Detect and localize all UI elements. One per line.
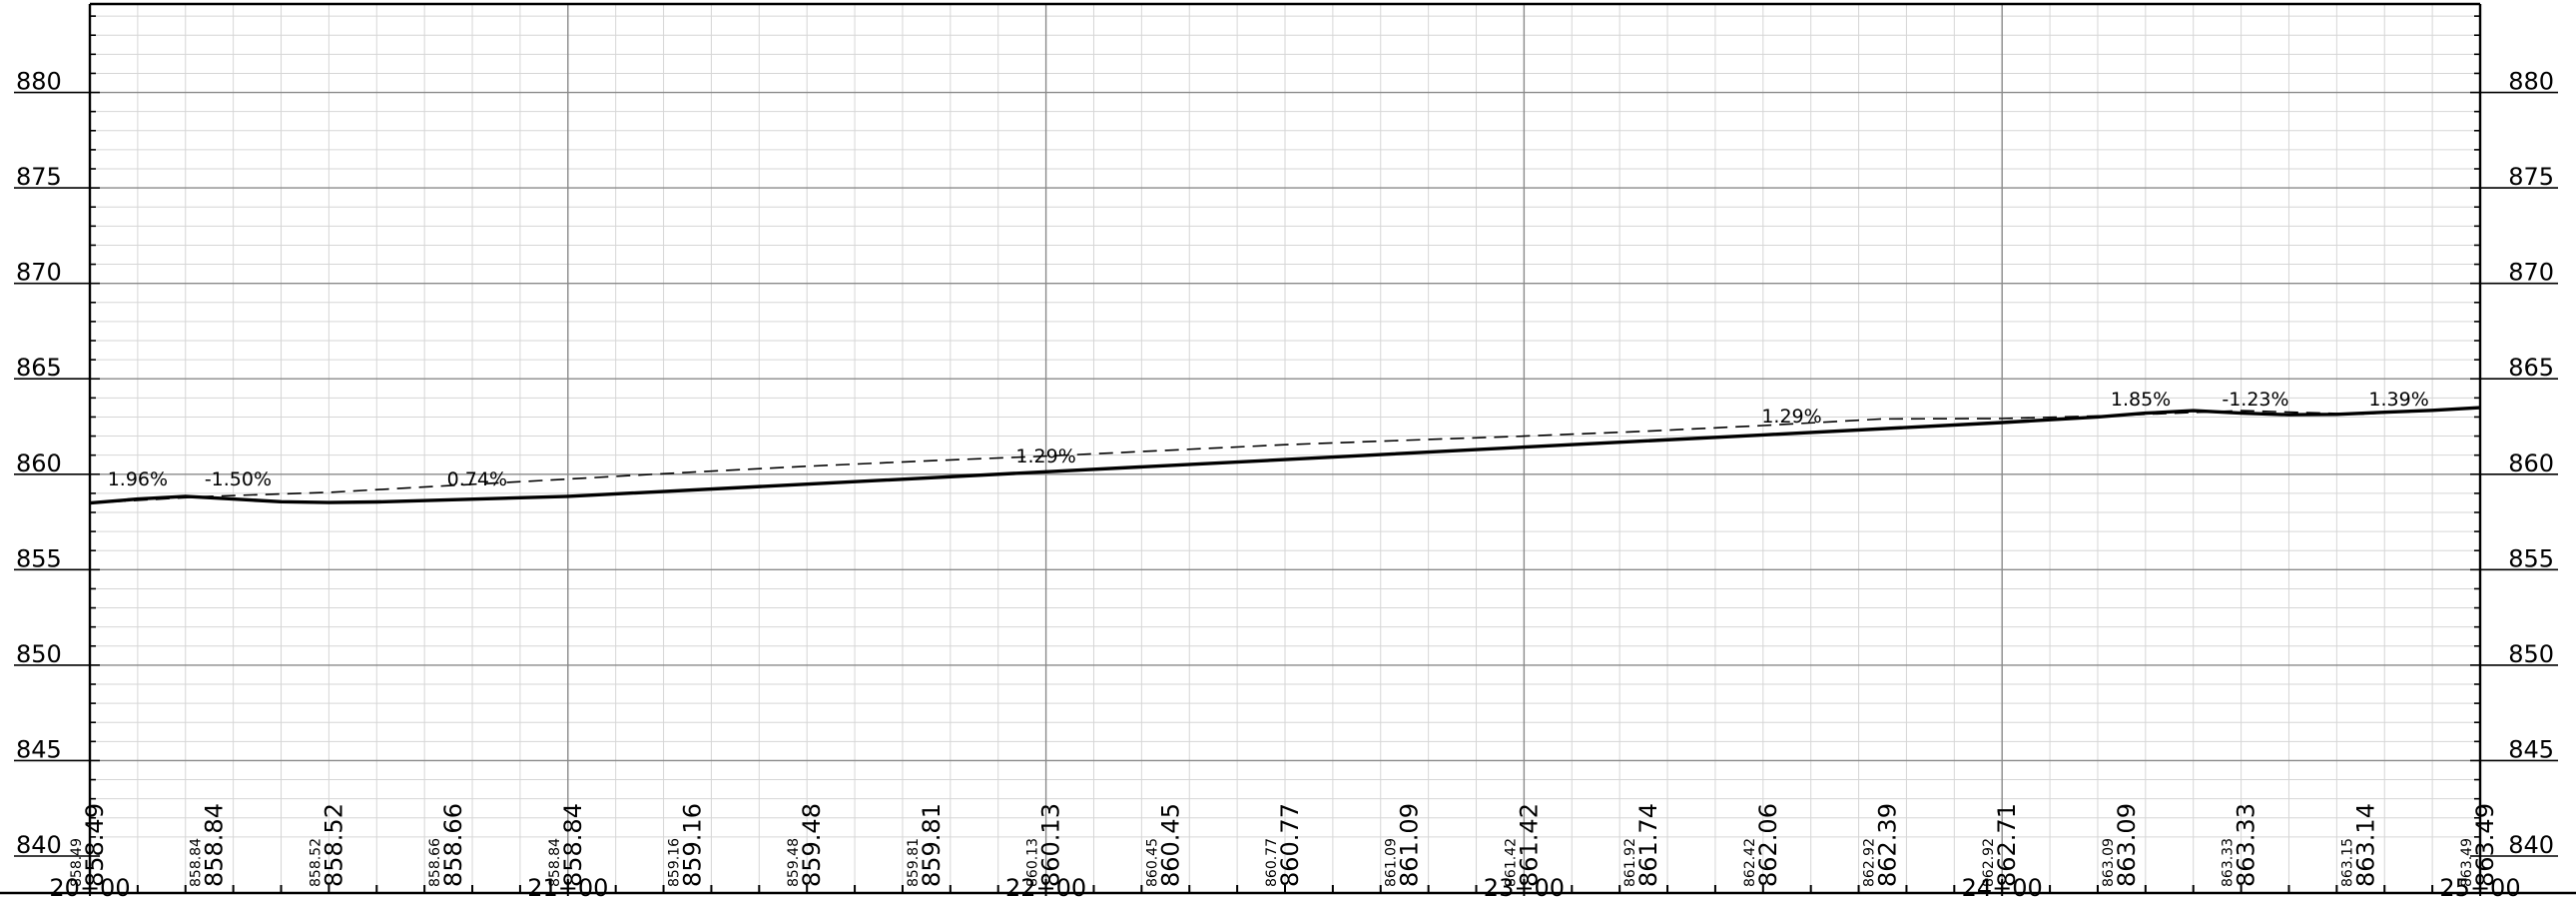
finished-grade-elevation-label: 860.13 (1037, 803, 1065, 887)
existing-grade-elevation-label: 859.48 (786, 838, 802, 887)
x-tick-label: 24+00 (1962, 874, 2043, 898)
existing-grade-elevation-label: 858.84 (547, 838, 563, 887)
existing-grade-elevation-label: 861.92 (1622, 838, 1638, 887)
existing-grade-elevation-label: 863.15 (2339, 838, 2355, 887)
existing-grade-elevation-label: 860.77 (1264, 838, 1280, 887)
finished-grade-elevation-label: 862.71 (1993, 803, 2021, 887)
existing-grade-elevation-label: 859.16 (667, 838, 683, 887)
x-tick-label: 20+00 (49, 874, 130, 898)
finished-grade-elevation-label: 859.16 (679, 803, 707, 887)
existing-grade-elevation-label: 859.81 (906, 838, 922, 887)
left-y-tick-label: 850 (16, 640, 62, 668)
existing-grade-elevation-label: 862.92 (1981, 838, 1997, 887)
existing-grade-elevation-label: 858.49 (69, 838, 85, 887)
finished-grade-elevation-label: 863.14 (2351, 803, 2379, 887)
grid (90, 4, 2480, 893)
finished-grade-elevation-label: 861.42 (1515, 803, 1543, 887)
right-y-tick-label: 870 (2508, 259, 2554, 287)
existing-grade-elevation-label: 862.42 (1742, 838, 1758, 887)
existing-grade-elevation-label: 863.49 (2459, 838, 2475, 887)
grade-annotation: -1.50% (205, 468, 272, 490)
x-tick-label: 22+00 (1005, 874, 1086, 898)
right-y-tick-label: 880 (2508, 68, 2554, 96)
existing-grade-elevation-label: 860.45 (1144, 838, 1160, 887)
right-y-tick-label: 855 (2508, 544, 2554, 572)
finished-grade-elevation-label: 862.39 (1874, 803, 1902, 887)
existing-grade-elevation-label: 861.42 (1503, 838, 1519, 887)
existing-grade-elevation-label: 863.33 (2221, 838, 2237, 887)
finished-grade-elevation-label: 863.49 (2471, 803, 2499, 887)
finished-grade-elevation-label: 858.52 (320, 803, 347, 887)
grade-annotation: 1.39% (2368, 389, 2428, 411)
existing-grade-elevation-label: 860.13 (1025, 838, 1041, 887)
grade-annotation: -1.23% (2222, 389, 2288, 411)
right-y-tick-label: 850 (2508, 640, 2554, 668)
finished-grade-elevation-label: 861.74 (1634, 803, 1662, 887)
right-y-tick-label: 845 (2508, 735, 2554, 763)
left-y-tick-label: 845 (16, 735, 62, 763)
left-y-tick-label: 880 (16, 68, 62, 96)
existing-grade-elevation-label: 858.52 (308, 838, 323, 887)
grade-annotation: 1.96% (108, 468, 168, 490)
finished-grade-elevation-label: 860.77 (1276, 803, 1304, 887)
grade-annotation: 0.74% (447, 468, 507, 490)
right-y-tick-label: 840 (2508, 831, 2554, 859)
existing-grade-elevation-label: 862.92 (1862, 838, 1878, 887)
left-y-tick-label: 875 (16, 163, 62, 191)
finished-grade-elevation-label: 858.84 (201, 803, 229, 887)
x-tick-label: 25+00 (2439, 874, 2520, 898)
left-y-tick-label: 870 (16, 259, 62, 287)
right-y-tick-label: 865 (2508, 354, 2554, 382)
finished-grade-elevation-label: 858.84 (559, 803, 587, 887)
finished-grade-elevation-label: 862.06 (1754, 803, 1782, 887)
finished-grade-elevation-label: 859.81 (918, 803, 946, 887)
solid-grade-line (89, 406, 2481, 505)
finished-grade-elevation-label: 860.45 (1156, 803, 1184, 887)
x-tick-label: 21+00 (527, 874, 608, 898)
series-lines (89, 406, 2481, 505)
finished-grade-elevation-label: 861.09 (1396, 803, 1424, 887)
grade-annotation: 1.29% (1015, 446, 1075, 467)
finished-grade-elevation-label: 858.49 (81, 803, 109, 887)
dashed-grade-line (89, 407, 2481, 504)
grade-annotation: 1.85% (2111, 389, 2171, 411)
left-y-tick-label: 840 (16, 831, 62, 859)
left-y-tick-label: 855 (16, 544, 62, 572)
finished-grade-elevation-label: 858.66 (439, 803, 467, 887)
grade-annotation: 1.29% (1761, 406, 1821, 428)
existing-grade-elevation-label: 858.84 (189, 838, 205, 887)
finished-grade-elevation-label: 863.09 (2113, 803, 2141, 887)
existing-grade-elevation-label: 861.09 (1384, 838, 1400, 887)
existing-grade-elevation-label: 863.09 (2101, 838, 2117, 887)
existing-grade-elevation-label: 858.66 (427, 838, 443, 887)
left-y-tick-label: 860 (16, 449, 62, 477)
right-y-tick-label: 875 (2508, 163, 2554, 191)
finished-grade-elevation-label: 863.33 (2233, 803, 2260, 887)
finished-grade-elevation-label: 859.48 (798, 803, 826, 887)
x-tick-label: 23+00 (1484, 874, 1565, 898)
left-y-tick-label: 865 (16, 354, 62, 382)
right-y-tick-label: 860 (2508, 449, 2554, 477)
